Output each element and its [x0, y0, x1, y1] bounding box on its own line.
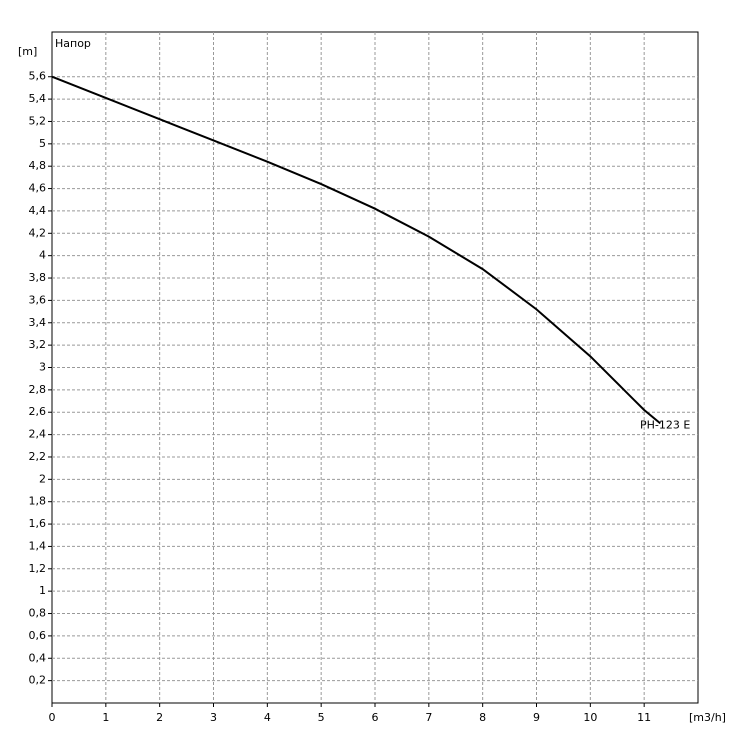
- y-tick-label: 3,2: [29, 338, 47, 351]
- y-tick-label: 2,2: [29, 450, 47, 463]
- series-label: PH-123 E: [640, 418, 690, 431]
- x-tick-label: 0: [49, 711, 56, 724]
- y-tick-label: 5,4: [29, 92, 47, 105]
- y-tick-label: 5,2: [29, 114, 47, 127]
- x-tick-label: 9: [533, 711, 540, 724]
- y-tick-label: 5,6: [29, 70, 47, 83]
- x-tick-label: 6: [372, 711, 379, 724]
- y-tick-label: 0,4: [29, 651, 47, 664]
- y-tick-label: 2,8: [29, 383, 47, 396]
- y-tick-label: 3,8: [29, 271, 47, 284]
- y-tick-label: 2,4: [29, 428, 47, 441]
- y-tick-label: 3: [39, 361, 46, 374]
- x-axis-label: [m3/h]: [689, 711, 726, 724]
- x-tick-label: 11: [637, 711, 651, 724]
- x-tick-label: 3: [210, 711, 217, 724]
- y-tick-label: 0,2: [29, 674, 47, 687]
- y-tick-label: 0,8: [29, 607, 47, 620]
- y-tick-label: 0,6: [29, 629, 47, 642]
- x-tick-label: 2: [156, 711, 163, 724]
- y-tick-label: 4: [39, 249, 46, 262]
- y-tick-label: 1,4: [29, 539, 47, 552]
- y-tick-label: 1,6: [29, 517, 47, 530]
- y-tick-label: 4,8: [29, 159, 47, 172]
- y-tick-label: 1: [39, 584, 46, 597]
- x-tick-label: 5: [318, 711, 325, 724]
- y-tick-label: 1,2: [29, 562, 47, 575]
- x-tick-label: 4: [264, 711, 271, 724]
- y-tick-label: 5: [39, 137, 46, 150]
- y-tick-label: 2: [39, 472, 46, 485]
- chart-title: Напор: [55, 37, 91, 50]
- y-tick-label: 4,6: [29, 182, 47, 195]
- y-tick-label: 1,8: [29, 495, 47, 508]
- y-tick-label: 4,4: [29, 204, 47, 217]
- y-tick-label: 3,4: [29, 316, 47, 329]
- y-tick-label: 3,6: [29, 293, 47, 306]
- series-line: [51, 75, 661, 425]
- x-tick-label: 1: [102, 711, 109, 724]
- y-tick-label: 2,6: [29, 405, 47, 418]
- y-axis-label: [m]: [18, 45, 37, 58]
- y-tick-label: 4,2: [29, 226, 47, 239]
- x-tick-label: 10: [583, 711, 597, 724]
- x-tick-label: 7: [425, 711, 432, 724]
- x-tick-label: 8: [479, 711, 486, 724]
